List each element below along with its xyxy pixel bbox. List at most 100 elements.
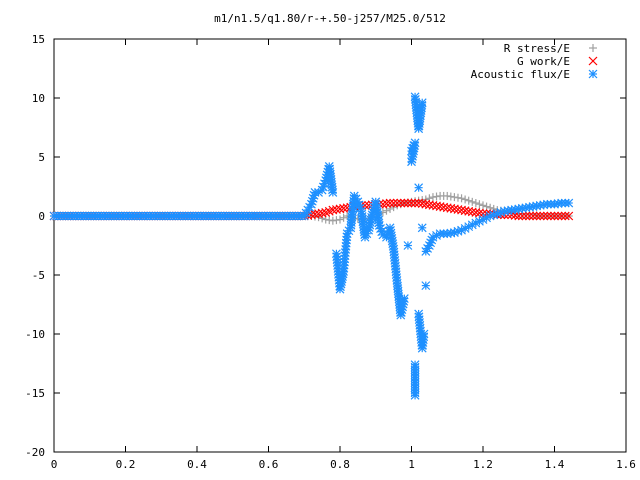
data-point: [453, 205, 463, 214]
data-point: [403, 241, 413, 250]
x-tick-label: 0.6: [259, 458, 279, 471]
data-point: [464, 206, 474, 216]
data-point: [535, 211, 545, 221]
data-point: [564, 198, 574, 208]
x-tick-label: 0.4: [187, 458, 207, 471]
y-tick-label: 0: [38, 210, 45, 223]
y-tick-label: 5: [38, 151, 45, 164]
data-point: [542, 211, 552, 221]
data-point: [389, 198, 399, 208]
data-point: [564, 211, 574, 221]
x-tick-label: 0.8: [330, 458, 350, 471]
data-point: [528, 211, 538, 221]
y-tick-label: 15: [32, 33, 45, 46]
x-tick-label: 1: [408, 458, 415, 471]
x-tick-label: 0.2: [116, 458, 136, 471]
data-point: [410, 198, 420, 208]
y-tick-label: -5: [32, 269, 45, 282]
data-point: [407, 198, 416, 208]
data-point: [396, 198, 406, 208]
data-point: [410, 390, 420, 400]
data-point: [514, 211, 524, 221]
data-point: [517, 211, 527, 221]
data-point: [525, 211, 534, 221]
data-point: [417, 199, 427, 209]
data-point: [457, 194, 466, 203]
x-tick-label: 1.6: [616, 458, 636, 471]
data-point: [339, 203, 348, 213]
data-point: [471, 199, 480, 208]
y-tick-label: 10: [32, 92, 45, 105]
data-point: [414, 183, 424, 193]
data-point: [475, 200, 484, 209]
data-point: [539, 211, 549, 221]
data-point: [421, 281, 431, 291]
data-point: [403, 198, 413, 208]
data-point: [449, 204, 459, 214]
data-point: [306, 210, 316, 220]
data-point: [553, 211, 563, 221]
data-point: [460, 206, 470, 216]
data-point: [435, 202, 445, 211]
x-tick-label: 1.4: [545, 458, 565, 471]
series-points: [49, 92, 574, 400]
chart-title: m1/n1.5/q1.80/r-+.50-j257/M25.0/512: [214, 12, 446, 25]
data-point: [382, 199, 391, 209]
data-point: [442, 203, 452, 213]
data-point: [546, 211, 556, 221]
data-point: [468, 197, 477, 206]
data-point: [560, 211, 570, 221]
data-point: [432, 201, 441, 211]
data-point: [414, 198, 424, 208]
x-tick-label: 0: [51, 458, 58, 471]
data-point: [399, 294, 409, 304]
data-point: [328, 187, 338, 197]
legend-label: G work/E: [517, 55, 570, 68]
data-point: [417, 98, 427, 108]
data-point: [424, 200, 434, 210]
data-point: [419, 329, 429, 339]
axis-ticks: 0 0.2 0.4 0.6 0.8 1 1.2 1.4 1.6 -20 -15 -10 -5 0 5 10 15: [25, 33, 636, 471]
data-point: [521, 211, 531, 221]
data-point: [471, 208, 481, 217]
data-point: [392, 198, 402, 208]
data-point: [428, 200, 438, 210]
data-point: [457, 205, 466, 215]
data-point: [314, 209, 323, 219]
data-point: [336, 215, 344, 224]
data-point: [461, 195, 470, 204]
series-3: [49, 92, 574, 400]
y-tick-label: -10: [25, 328, 45, 341]
legend-label: R stress/E: [504, 42, 570, 55]
data-point: [532, 211, 542, 221]
data-point: [550, 211, 559, 221]
y-tick-label: -20: [25, 446, 45, 459]
legend-marker: [588, 69, 598, 79]
data-point: [439, 202, 449, 212]
y-tick-label: -15: [25, 387, 45, 400]
data-point: [310, 209, 320, 219]
data-point: [385, 198, 395, 208]
data-point: [557, 211, 567, 221]
data-point: [317, 208, 327, 218]
data-point: [446, 203, 456, 213]
data-point: [339, 213, 348, 222]
data-point: [332, 205, 341, 214]
legend-label: Acoustic flux/E: [471, 68, 570, 81]
legend-marker: [588, 56, 598, 66]
data-point: [479, 201, 487, 210]
legend-marker: [589, 44, 597, 52]
data-point: [335, 204, 345, 214]
data-point: [417, 223, 427, 233]
data-point: [328, 205, 338, 215]
data-point: [475, 216, 484, 226]
x-tick-label: 1.2: [473, 458, 493, 471]
data-point: [407, 157, 416, 167]
data-point: [421, 199, 431, 209]
data-point: [399, 198, 409, 208]
data-point: [467, 207, 477, 217]
plot-frame: [53, 38, 627, 453]
data-point: [475, 208, 484, 218]
